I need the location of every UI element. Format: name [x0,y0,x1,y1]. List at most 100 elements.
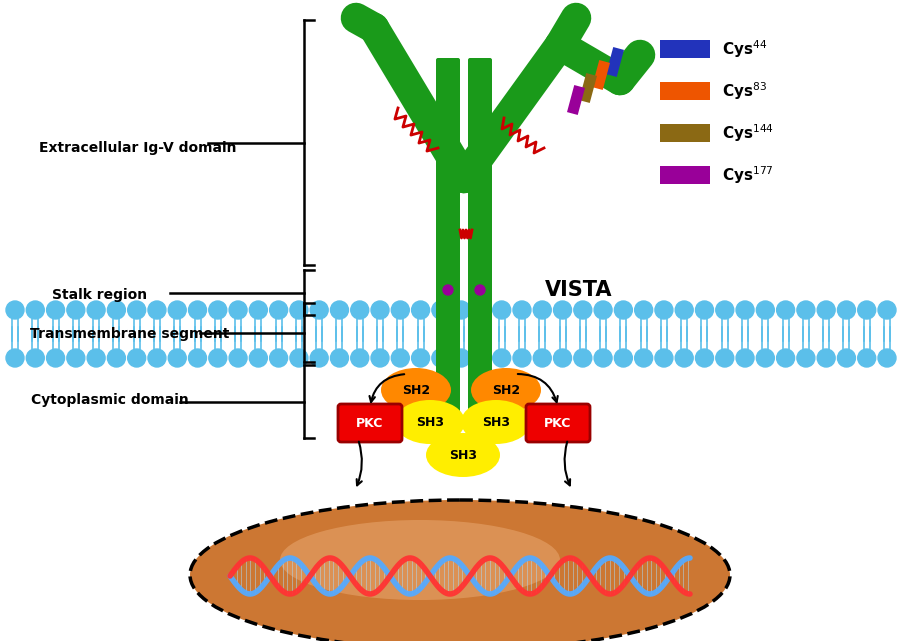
Circle shape [208,301,226,319]
Circle shape [26,301,44,319]
Circle shape [148,301,166,319]
Circle shape [513,349,531,367]
Circle shape [736,349,754,367]
Circle shape [614,349,632,367]
Circle shape [676,301,694,319]
Circle shape [351,349,369,367]
Circle shape [169,349,186,367]
Circle shape [229,349,247,367]
Circle shape [554,349,572,367]
Circle shape [878,349,896,367]
Circle shape [229,301,247,319]
Circle shape [858,349,876,367]
Text: Stalk region: Stalk region [52,288,148,302]
Circle shape [148,349,166,367]
Circle shape [290,301,308,319]
Text: Extracellular Ig-V domain: Extracellular Ig-V domain [40,141,236,155]
Ellipse shape [381,368,451,412]
Circle shape [817,301,835,319]
Circle shape [492,301,511,319]
Circle shape [432,349,450,367]
Circle shape [452,301,470,319]
Circle shape [756,349,774,367]
Circle shape [777,301,795,319]
FancyBboxPatch shape [660,82,710,100]
Circle shape [452,349,470,367]
Ellipse shape [471,368,541,412]
Circle shape [695,349,713,367]
Ellipse shape [461,400,531,444]
Text: VISTA: VISTA [545,280,612,300]
Text: SH3: SH3 [449,449,477,462]
Text: SH3: SH3 [482,415,510,428]
Circle shape [371,349,389,367]
Circle shape [817,349,835,367]
Circle shape [47,301,65,319]
Circle shape [330,349,348,367]
Circle shape [47,349,65,367]
Circle shape [169,301,186,319]
Text: PKC: PKC [356,417,383,429]
Text: SH2: SH2 [492,383,520,397]
Circle shape [777,349,795,367]
Ellipse shape [426,433,500,477]
Circle shape [87,301,106,319]
Circle shape [128,301,146,319]
Circle shape [26,349,44,367]
Text: SH3: SH3 [416,415,444,428]
Circle shape [513,301,531,319]
Circle shape [249,349,267,367]
Circle shape [6,349,24,367]
Circle shape [594,301,612,319]
Circle shape [475,285,485,295]
Circle shape [6,301,24,319]
Circle shape [796,301,815,319]
Circle shape [635,301,653,319]
Circle shape [270,349,288,367]
FancyBboxPatch shape [526,404,590,442]
FancyBboxPatch shape [338,404,402,442]
Ellipse shape [280,520,560,600]
Circle shape [473,301,491,319]
Circle shape [533,349,551,367]
Circle shape [391,349,410,367]
Circle shape [736,301,754,319]
Circle shape [67,301,85,319]
Circle shape [796,349,815,367]
Circle shape [411,349,429,367]
Circle shape [189,349,207,367]
Circle shape [87,349,106,367]
Circle shape [878,301,896,319]
Circle shape [473,349,491,367]
FancyBboxPatch shape [660,166,710,184]
Circle shape [371,301,389,319]
Circle shape [411,301,429,319]
Circle shape [858,301,876,319]
Circle shape [837,349,855,367]
Circle shape [676,349,694,367]
Circle shape [655,301,673,319]
Text: Cytoplasmic domain: Cytoplasmic domain [32,393,189,407]
Circle shape [391,301,410,319]
Circle shape [107,301,125,319]
Circle shape [310,349,328,367]
Text: Transmembrane segment: Transmembrane segment [31,327,230,341]
Circle shape [716,301,733,319]
Circle shape [756,301,774,319]
Circle shape [574,349,592,367]
Circle shape [716,349,733,367]
Circle shape [655,349,673,367]
Circle shape [249,301,267,319]
Circle shape [290,349,308,367]
Ellipse shape [395,400,465,444]
Circle shape [310,301,328,319]
Circle shape [67,349,85,367]
Circle shape [107,349,125,367]
Text: Cys$^{144}$: Cys$^{144}$ [722,122,774,144]
FancyBboxPatch shape [436,58,460,432]
Circle shape [432,301,450,319]
Circle shape [330,301,348,319]
FancyBboxPatch shape [468,58,492,432]
Circle shape [351,301,369,319]
Circle shape [614,301,632,319]
